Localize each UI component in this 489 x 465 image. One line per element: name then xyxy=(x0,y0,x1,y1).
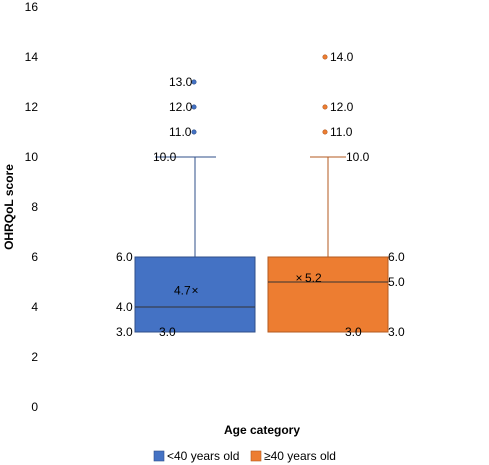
label-q1: 3.0 xyxy=(116,325,133,339)
label-median: 4.0 xyxy=(116,300,133,314)
legend-label: ≥40 years old xyxy=(264,449,336,463)
legend-swatch xyxy=(153,450,165,462)
legend-label: <40 years old xyxy=(167,449,239,463)
legend: <40 years old ≥40 years old xyxy=(153,449,336,463)
y-tick-label: 6 xyxy=(31,250,38,264)
label-max: 10.0 xyxy=(346,150,370,164)
outlier-point xyxy=(322,54,328,60)
box-series-0: × 10.0 6.0 4.0 3.0 3.0 4.7 11.0 12.0 13.0 xyxy=(116,75,256,339)
label-min: 3.0 xyxy=(159,325,176,339)
y-tick-label: 8 xyxy=(31,200,38,214)
outlier-point xyxy=(191,79,197,85)
label-q3: 6.0 xyxy=(116,250,133,264)
label-min: 3.0 xyxy=(345,325,362,339)
outlier-point xyxy=(322,104,328,110)
y-tick-label: 4 xyxy=(31,300,38,314)
legend-item: ≥40 years old xyxy=(250,449,336,463)
label-q3: 6.0 xyxy=(388,250,405,264)
label-outlier: 12.0 xyxy=(169,100,193,114)
y-axis-title: OHRQoL score xyxy=(2,164,16,250)
box-iqr xyxy=(267,256,389,333)
label-mean: 4.7 xyxy=(174,284,191,298)
y-axis: 0 2 4 6 8 10 12 14 16 xyxy=(25,0,39,414)
label-max: 10.0 xyxy=(153,150,177,164)
legend-item: <40 years old xyxy=(153,449,239,463)
mean-marker: × xyxy=(295,271,302,285)
label-outlier: 14.0 xyxy=(330,50,354,64)
y-tick-label: 0 xyxy=(31,400,38,414)
outlier-point xyxy=(322,129,328,135)
y-tick-label: 10 xyxy=(25,150,39,164)
label-mean: 5.2 xyxy=(305,271,322,285)
mean-marker: × xyxy=(191,284,198,298)
outlier-point xyxy=(191,104,197,110)
plot-area: × 10.0 6.0 4.0 3.0 3.0 4.7 11.0 12.0 13.0 × 10.0 6.0… xyxy=(116,50,405,339)
y-tick-label: 12 xyxy=(25,100,39,114)
legend-swatch xyxy=(250,450,262,462)
label-outlier: 12.0 xyxy=(330,100,354,114)
y-tick-label: 14 xyxy=(25,50,39,64)
label-median: 5.0 xyxy=(388,275,405,289)
y-tick-label: 16 xyxy=(25,0,39,14)
x-axis-title: Age category xyxy=(224,423,300,437)
box-iqr xyxy=(134,256,256,333)
label-q1: 3.0 xyxy=(388,325,405,339)
label-outlier: 11.0 xyxy=(169,125,192,139)
y-tick-label: 2 xyxy=(31,350,38,364)
outlier-point xyxy=(191,129,197,135)
label-outlier: 11.0 xyxy=(330,125,353,139)
box-series-1: × 10.0 6.0 5.0 3.0 3.0 5.2 11.0 12.0 14.0 xyxy=(267,50,405,339)
label-outlier: 13.0 xyxy=(169,75,193,89)
